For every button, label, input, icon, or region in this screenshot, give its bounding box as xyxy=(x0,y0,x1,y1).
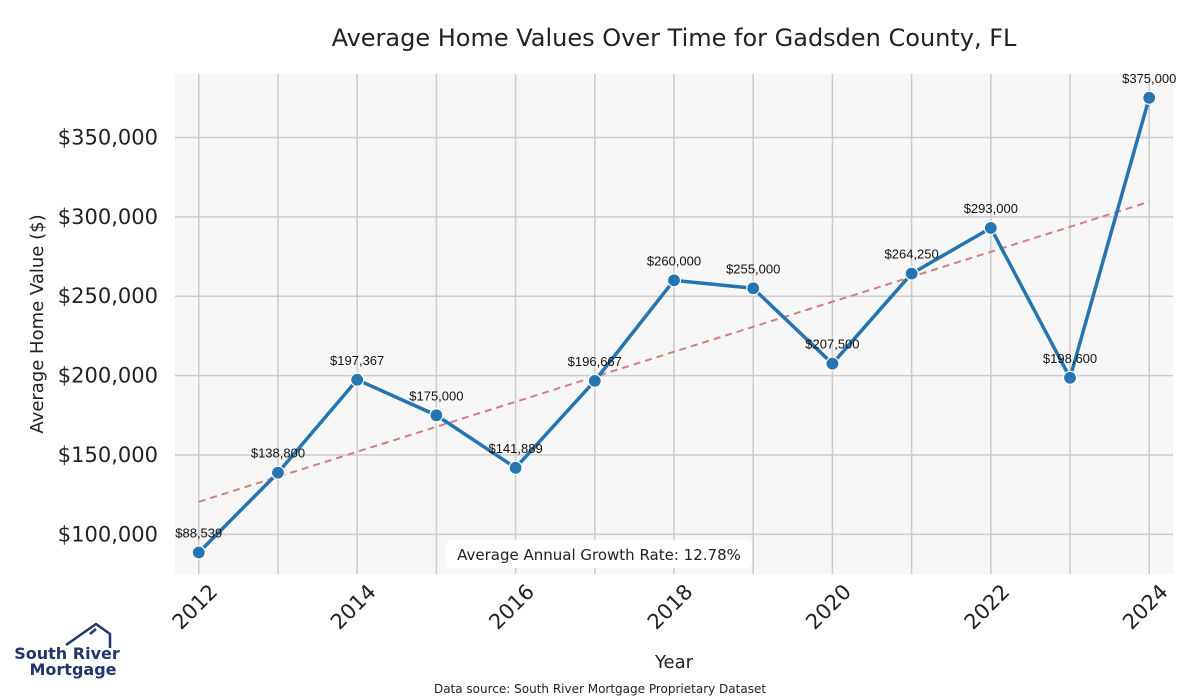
data-source-note: Data source: South River Mortgage Propri… xyxy=(434,682,766,696)
x-tick-label: 2018 xyxy=(643,580,698,635)
data-point xyxy=(270,465,286,480)
data-label: $141,889 xyxy=(488,441,542,456)
growth-annotation-box xyxy=(446,540,752,568)
data-label: $138,800 xyxy=(251,446,305,461)
data-point xyxy=(666,273,682,288)
x-axis-label: Year xyxy=(654,652,694,673)
data-point xyxy=(350,372,365,387)
data-label: $88,539 xyxy=(175,526,222,541)
x-tick-label: 2022 xyxy=(960,580,1015,635)
data-label: $260,000 xyxy=(647,253,701,268)
logo-line-2: Mortgage xyxy=(29,660,116,679)
y-tick-label: $100,000 xyxy=(58,522,158,546)
data-point xyxy=(587,373,602,388)
trend-line xyxy=(198,200,1150,503)
y-tick-labels: $100,000 $150,000 $200,000 $250,000 $300,000… xyxy=(58,125,158,546)
data-point xyxy=(1062,370,1078,385)
data-point xyxy=(825,356,840,371)
south-river-logo: South River Mortgage xyxy=(14,622,120,679)
data-label: $198,600 xyxy=(1043,351,1097,366)
house-roof-icon xyxy=(65,622,112,648)
data-point xyxy=(983,220,998,236)
data-point xyxy=(191,545,206,560)
y-tick-label: $200,000 xyxy=(58,364,158,388)
y-tick-label: $350,000 xyxy=(58,125,158,149)
data-label: $264,250 xyxy=(885,247,939,262)
data-label: $207,500 xyxy=(805,337,859,352)
y-tick-label: $150,000 xyxy=(58,443,158,467)
x-tick-label: 2020 xyxy=(801,580,856,635)
growth-annotation: Average Annual Growth Rate: 12.78% xyxy=(446,540,752,568)
data-points xyxy=(191,90,1157,560)
growth-annotation-text: Average Annual Growth Rate: 12.78% xyxy=(457,546,741,564)
x-tick-label: 2012 xyxy=(168,580,223,635)
x-tick-label: 2016 xyxy=(484,580,539,635)
x-tick-labels: 2012 2014 2016 2018 2020 2022 2024 xyxy=(168,580,1173,635)
y-tick-label: $250,000 xyxy=(58,284,158,308)
data-labels: $88,539 $138,800 $197,367 $175,000 $141,889 $… xyxy=(175,71,1176,541)
data-label: $375,000 xyxy=(1122,71,1176,86)
logo-line-1: South River xyxy=(14,644,120,663)
data-label: $196,667 xyxy=(568,354,622,369)
data-label: $175,000 xyxy=(409,388,463,403)
data-point xyxy=(508,460,523,475)
x-tick-label: 2024 xyxy=(1118,580,1173,635)
data-point xyxy=(746,281,761,296)
data-point xyxy=(1142,90,1157,105)
x-tick-label: 2014 xyxy=(326,580,381,635)
y-tick-label: $300,000 xyxy=(58,205,158,229)
data-point xyxy=(429,408,444,423)
x-gridlines xyxy=(198,74,1150,574)
y-gridlines xyxy=(175,136,1173,536)
chart-title: Average Home Values Over Time for Gadsde… xyxy=(332,24,1017,52)
data-label: $197,367 xyxy=(330,353,384,368)
data-label: $255,000 xyxy=(726,261,780,276)
data-point xyxy=(904,266,919,281)
y-axis-label: Average Home Value ($) xyxy=(27,214,48,433)
data-label: $293,000 xyxy=(964,201,1018,216)
